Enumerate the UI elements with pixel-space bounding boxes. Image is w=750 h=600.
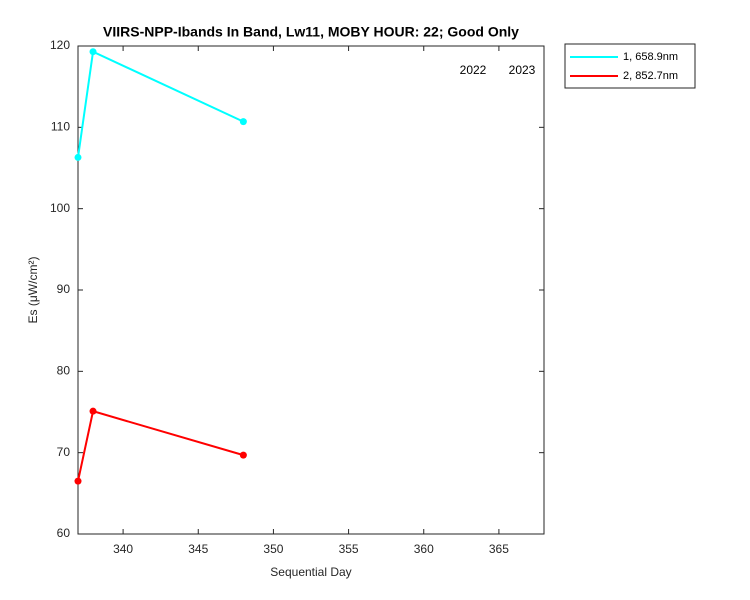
y-tick-label: 120 — [50, 38, 70, 52]
y-tick-label: 110 — [51, 120, 70, 134]
data-point — [89, 48, 97, 56]
y-tick-label: 90 — [57, 282, 71, 296]
data-point — [239, 118, 247, 126]
legend-label: 2, 852.7nm — [623, 70, 678, 82]
data-point — [74, 153, 82, 161]
legend-label: 1, 658.9nm — [623, 51, 678, 63]
x-tick-label: 345 — [188, 542, 208, 556]
y-axis-label: Es (μW/cm²) — [26, 257, 40, 324]
x-tick-label: 350 — [263, 542, 283, 556]
x-tick-label: 360 — [414, 542, 434, 556]
legend-box — [564, 43, 696, 89]
data-point — [74, 477, 82, 485]
chart-title: VIIRS-NPP-Ibands In Band, Lw11, MOBY HOU… — [103, 24, 519, 40]
data-point — [89, 407, 97, 415]
y-tick-label: 60 — [57, 526, 71, 540]
y-tick-label: 70 — [57, 445, 71, 459]
annotation: 2023 — [509, 63, 536, 77]
y-tick-label: 100 — [50, 201, 70, 215]
annotation: 2022 — [460, 63, 487, 77]
x-tick-label: 365 — [489, 542, 509, 556]
data-point — [239, 451, 247, 459]
y-tick-label: 80 — [57, 364, 71, 378]
x-tick-label: 340 — [113, 542, 133, 556]
x-axis-label: Sequential Day — [270, 565, 351, 579]
x-tick-label: 355 — [339, 542, 359, 556]
